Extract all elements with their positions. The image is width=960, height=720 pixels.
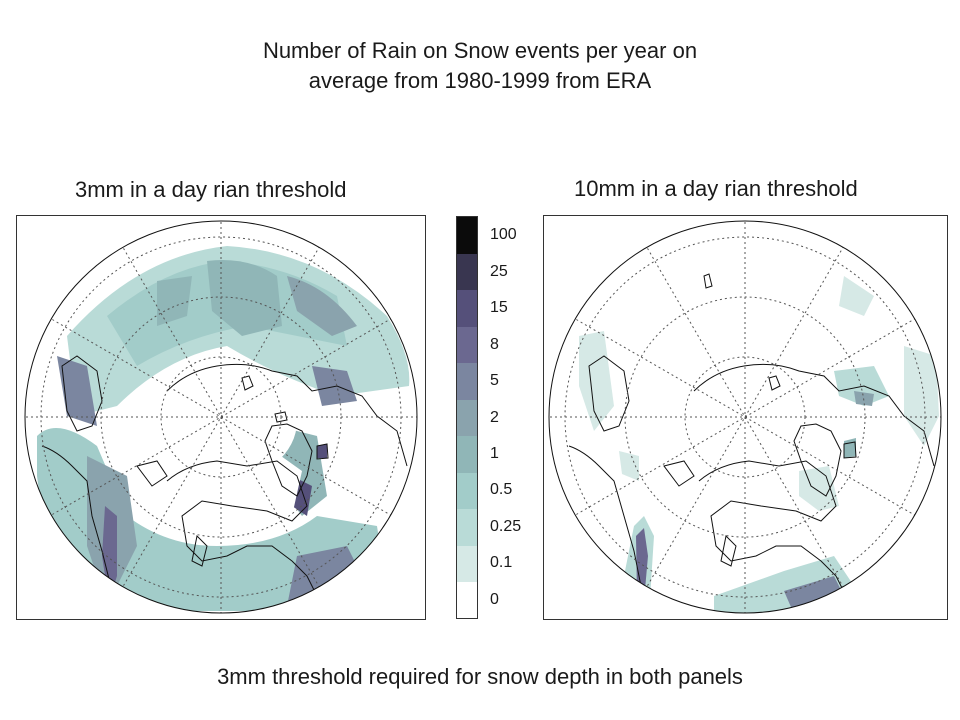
colorbar-tick-label: 0.25: [490, 517, 522, 535]
left-map-boundary: [24, 220, 418, 614]
colorbar-tick-label: 15: [490, 299, 508, 317]
colorbar-tick-label: 1: [490, 444, 499, 462]
right-shade-south-dark: [784, 576, 844, 613]
right-grid-meridian-d3: [644, 243, 846, 591]
left-shade-west-coast-dark: [102, 506, 117, 601]
colorbar-segment: [457, 581, 477, 619]
right-coast-island-4: [703, 273, 713, 289]
left-shade-north-west: [157, 276, 192, 326]
right-coast-scandinavia: [588, 355, 630, 432]
left-coast-island-2: [274, 411, 288, 423]
colorbar: [456, 216, 478, 619]
right-polar-map: [543, 215, 948, 620]
left-shade-iceland: [317, 444, 327, 458]
colorbar-tick-label: 8: [490, 335, 499, 353]
right-coast-west: [568, 445, 643, 613]
colorbar-tick-label: 0.5: [490, 481, 513, 499]
left-coast-island-3: [136, 460, 168, 487]
left-panel-title: 3mm in a day rian threshold: [75, 177, 347, 202]
left-coast-scandinavia: [61, 355, 103, 432]
left-shade-north-core: [207, 260, 282, 336]
colorbar-tick-label: 5: [490, 372, 499, 390]
left-coast-iceland: [316, 443, 329, 460]
right-shade-greenland: [799, 466, 839, 511]
right-shade-far-east: [904, 346, 939, 446]
right-coast-island-1: [768, 375, 781, 391]
right-coast-southeast: [698, 460, 857, 613]
figure-title: Number of Rain on Snow events per year o…: [0, 36, 960, 96]
right-grid-meridian-d2: [571, 316, 919, 518]
left-grid-meridian-d3: [120, 243, 322, 591]
left-coast-hudson: [191, 534, 208, 567]
left-coast-southeast: [166, 460, 328, 613]
left-greenland-white: [177, 446, 302, 516]
right-coast-hudson: [720, 534, 737, 567]
colorbar-segment: [457, 508, 477, 546]
left-coast-west: [41, 445, 113, 613]
colorbar-segment: [457, 545, 477, 583]
colorbar-segment: [457, 399, 477, 437]
title-line-1: Number of Rain on Snow events per year o…: [262, 38, 698, 63]
colorbar-segment: [457, 217, 477, 254]
left-grid-meridian-d2: [47, 316, 395, 518]
colorbar-tick-label: 100: [490, 226, 517, 244]
right-coast-greenland: [793, 423, 842, 497]
right-shade-scandinavia: [579, 331, 614, 431]
title-line-2: average from 1980-1999 from ERA: [308, 68, 652, 93]
right-grid-meridian-d4: [644, 243, 846, 591]
colorbar-segment: [457, 362, 477, 400]
colorbar-tick-label: 0: [490, 590, 499, 608]
colorbar-segment: [457, 253, 477, 291]
left-shade-northeast: [287, 276, 357, 336]
colorbar-tick-label: 25: [490, 262, 508, 280]
colorbar-segment: [457, 289, 477, 327]
right-panel-title: 10mm in a day rian threshold: [574, 176, 858, 201]
left-polar-map: [16, 215, 426, 620]
right-coast-iceland: [843, 441, 857, 459]
right-map-boundary: [548, 220, 942, 614]
left-map-svg: [24, 220, 418, 614]
right-coast-north: [693, 363, 935, 467]
colorbar-segment: [457, 472, 477, 510]
right-coast-island-3: [663, 460, 695, 487]
left-coast-greenland: [264, 423, 313, 497]
right-shade-west-patch: [619, 451, 639, 481]
right-grid-meridian-d1: [571, 316, 919, 518]
colorbar-tick-label: 0.1: [490, 554, 513, 572]
colorbar-tick-label: 2: [490, 408, 499, 426]
colorbar-segment: [457, 435, 477, 473]
left-grid-meridian-d4: [120, 243, 322, 591]
colorbar-segment: [457, 326, 477, 364]
right-shade-iceland: [844, 438, 856, 458]
left-grid-meridian-d1: [47, 316, 395, 518]
right-shade-north-patch: [839, 276, 874, 316]
left-coast-island-1: [241, 375, 254, 391]
right-map-svg: [548, 220, 942, 614]
left-coast-north: [166, 363, 408, 467]
footer-note: 3mm threshold required for snow depth in…: [217, 664, 743, 689]
